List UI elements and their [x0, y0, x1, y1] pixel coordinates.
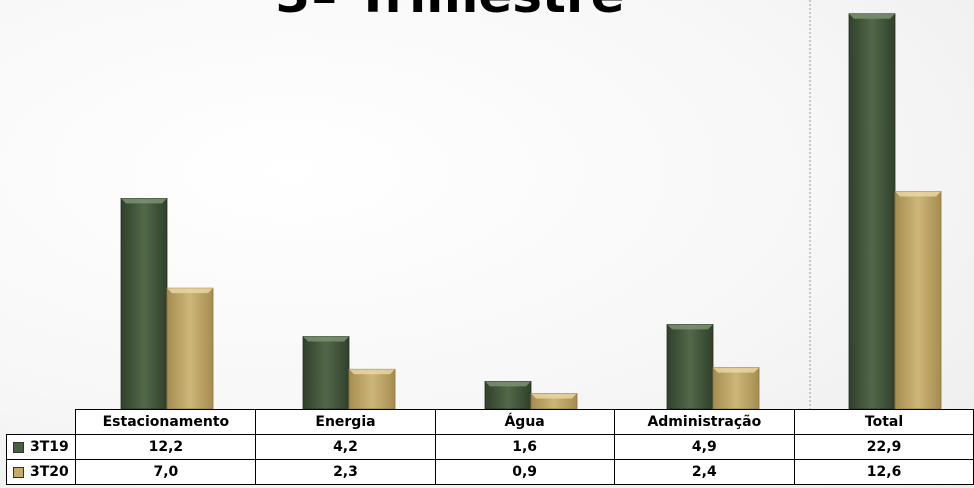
chart-title: 3º Trimestre — [0, 0, 900, 24]
series-row-3t20: 3T20 7,0 2,3 0,9 2,4 12,6 — [5, 459, 974, 485]
bar-3T19-4 — [848, 13, 896, 410]
bar-3T19-3 — [666, 324, 714, 410]
bar-3T20-4 — [894, 191, 942, 410]
data-table: Estacionamento Energia Água Administraçã… — [5, 409, 974, 485]
data-label: 12,6 — [794, 459, 974, 485]
bar-3T19-2 — [484, 380, 532, 410]
legend-entry: 3T20 — [5, 459, 77, 485]
bar-3T20-1 — [348, 368, 396, 410]
series-name: 3T19 — [30, 439, 69, 455]
bar-3T19-1 — [302, 336, 350, 410]
data-label: 12,2 — [75, 434, 257, 460]
legend-entry: 3T19 — [5, 434, 77, 460]
bars-layer — [120, 13, 942, 410]
bar-3T20-2 — [530, 393, 578, 410]
data-label: 4,2 — [255, 434, 436, 460]
category-header: Água — [434, 409, 615, 435]
data-label: 0,9 — [434, 459, 615, 485]
header-row: Estacionamento Energia Água Administraçã… — [6, 409, 974, 435]
category-header: Energia — [255, 409, 436, 435]
data-label: 1,6 — [434, 434, 615, 460]
data-label: 22,9 — [794, 434, 974, 460]
bar-3T19-0 — [120, 198, 168, 410]
legend-swatch — [13, 466, 24, 478]
legend-swatch — [13, 441, 24, 453]
category-header: Total — [794, 409, 974, 435]
data-label: 4,9 — [613, 434, 796, 460]
category-header: Administração — [613, 409, 796, 435]
bar-3T20-0 — [166, 287, 214, 410]
data-label: 2,4 — [613, 459, 796, 485]
data-label: 7,0 — [75, 459, 257, 485]
category-header: Estacionamento — [75, 409, 257, 435]
series-name: 3T20 — [30, 464, 69, 480]
data-label: 2,3 — [255, 459, 436, 485]
bar-3T20-3 — [712, 367, 760, 410]
table-corner — [6, 409, 77, 435]
series-row-3t19: 3T19 12,2 4,2 1,6 4,9 22,9 — [5, 434, 974, 460]
